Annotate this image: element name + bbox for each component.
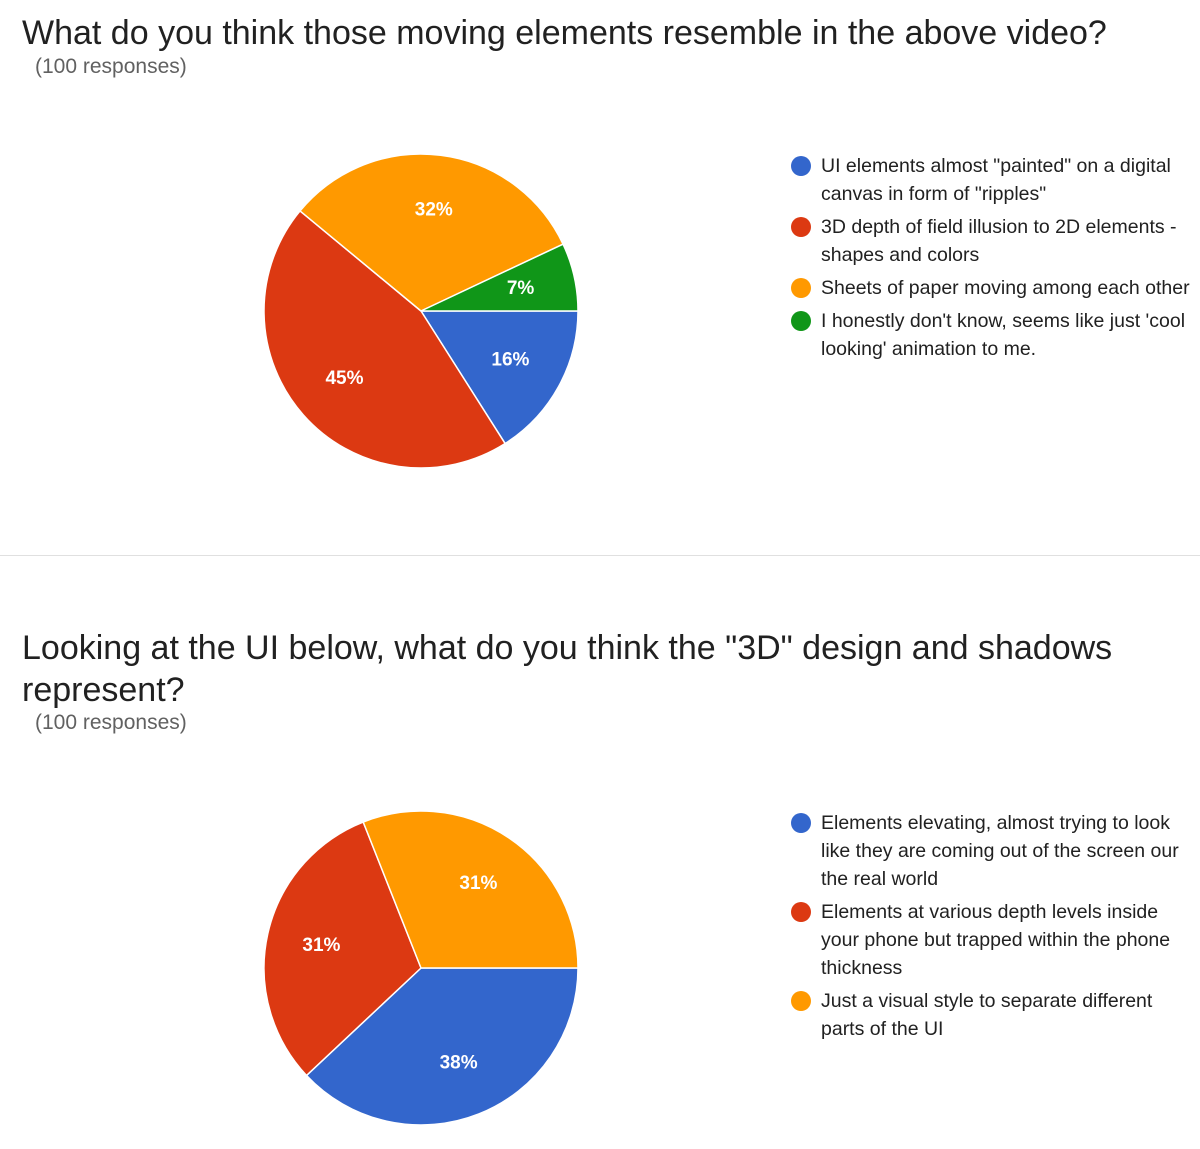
legend-swatch xyxy=(791,156,811,176)
chart-legend: UI elements almost "painted" on a digita… xyxy=(790,152,1190,368)
legend-label: Just a visual style to separate differen… xyxy=(821,990,1153,1040)
legend-label: Sheets of paper moving among each other xyxy=(821,277,1190,299)
legend-item[interactable]: 3D depth of field illusion to 2D element… xyxy=(790,213,1190,269)
legend-swatch xyxy=(791,902,811,922)
pie-slice[interactable] xyxy=(420,243,579,312)
legend-item[interactable]: UI elements almost "painted" on a digita… xyxy=(790,152,1190,208)
question-card-2: Looking at the UI below, what do you thi… xyxy=(0,557,1200,1149)
legend-swatch xyxy=(791,311,811,331)
legend-swatch xyxy=(791,813,811,833)
slice-percent-label: 31% xyxy=(302,935,340,956)
pie-slice[interactable] xyxy=(263,209,507,469)
pie-slice[interactable] xyxy=(362,810,579,969)
response-count: (100 responses) xyxy=(35,711,187,734)
legend-item[interactable]: I honestly don't know, seems like just '… xyxy=(790,307,1190,363)
slice-percent-label: 32% xyxy=(415,199,453,220)
slice-percent-label: 31% xyxy=(459,873,497,894)
chart-legend: Elements elevating, almost trying to loo… xyxy=(790,809,1190,1048)
legend-item[interactable]: Elements at various depth levels inside … xyxy=(790,898,1190,982)
response-count: (100 responses) xyxy=(35,55,187,78)
pie-slice[interactable] xyxy=(305,967,579,1126)
legend-label: I honestly don't know, seems like just '… xyxy=(821,310,1186,360)
slice-percent-label: 38% xyxy=(440,1052,478,1073)
section-divider xyxy=(0,555,1200,556)
question-card-1: What do you think those moving elements … xyxy=(0,0,1200,556)
legend-item[interactable]: Sheets of paper moving among each other xyxy=(790,274,1190,302)
pie-slice[interactable] xyxy=(263,821,422,1077)
legend-label: 3D depth of field illusion to 2D element… xyxy=(821,216,1177,266)
pie-slice[interactable] xyxy=(419,310,579,445)
legend-swatch xyxy=(791,278,811,298)
question-title: Looking at the UI below, what do you thi… xyxy=(22,629,1113,709)
pie-chart: 16% 45% 32% 7% xyxy=(263,153,579,469)
question-title: What do you think those moving elements … xyxy=(22,14,1107,52)
slice-percent-label: 16% xyxy=(491,350,529,371)
legend-label: UI elements almost "painted" on a digita… xyxy=(821,155,1171,205)
legend-label: Elements at various depth levels inside … xyxy=(821,901,1171,979)
pie-chart: 38% 31% 31% xyxy=(263,810,579,1126)
slice-percent-label: 45% xyxy=(325,368,363,389)
legend-swatch xyxy=(791,991,811,1011)
slice-percent-label: 7% xyxy=(507,278,535,299)
legend-item[interactable]: Elements elevating, almost trying to loo… xyxy=(790,809,1190,893)
pie-slice[interactable] xyxy=(298,153,565,312)
legend-swatch xyxy=(791,217,811,237)
legend-label: Elements elevating, almost trying to loo… xyxy=(821,812,1179,890)
legend-item[interactable]: Just a visual style to separate differen… xyxy=(790,987,1190,1043)
